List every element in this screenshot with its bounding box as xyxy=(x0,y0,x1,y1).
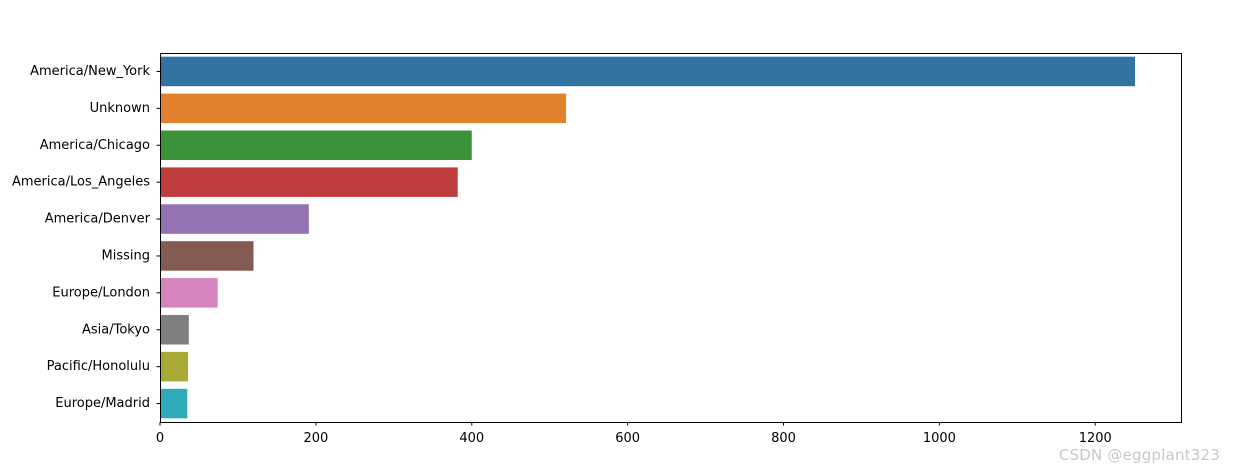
bar-asia-tokyo xyxy=(160,314,189,345)
x-tick-label: 1000 xyxy=(923,431,956,446)
plot-frame xyxy=(160,53,1182,423)
y-axis: America/New_York Unknown America/Chicago Am… xyxy=(12,64,160,411)
bar-america-new-york xyxy=(160,56,1136,87)
y-tick-label: Europe/London xyxy=(52,285,150,300)
x-axis: 0 200 400 600 800 1000 1200 xyxy=(156,422,1112,446)
x-tick-label: 1200 xyxy=(1079,431,1112,446)
bar-europe-madrid xyxy=(160,388,188,419)
y-tick-label: Pacific/Honolulu xyxy=(47,359,150,374)
y-tick-label: Missing xyxy=(102,248,150,263)
bar-america-chicago xyxy=(160,130,472,161)
x-tick-label: 0 xyxy=(156,431,164,446)
y-tick-label: Unknown xyxy=(90,101,150,116)
bar-america-los-angeles xyxy=(160,167,458,197)
x-tick-label: 800 xyxy=(771,431,796,446)
y-tick-label: Asia/Tokyo xyxy=(82,322,150,337)
y-tick-label: America/Chicago xyxy=(40,138,150,153)
x-tick-label: 200 xyxy=(303,431,328,446)
bar-missing xyxy=(160,241,254,271)
bar-america-denver xyxy=(160,204,309,234)
y-tick-label: Europe/Madrid xyxy=(55,396,150,411)
bar-pacific-honolulu xyxy=(160,351,189,382)
bar-unknown xyxy=(160,93,567,124)
watermark-text: CSDN @eggplant323 xyxy=(1058,446,1220,464)
y-tick-label: America/Los_Angeles xyxy=(12,175,150,190)
x-tick-label: 600 xyxy=(615,431,640,446)
y-tick-label: America/Denver xyxy=(45,212,151,227)
x-tick-label: 400 xyxy=(459,431,484,446)
y-tick-label: America/New_York xyxy=(30,64,150,79)
bar-europe-london xyxy=(160,278,218,308)
bars-group xyxy=(160,56,1136,419)
